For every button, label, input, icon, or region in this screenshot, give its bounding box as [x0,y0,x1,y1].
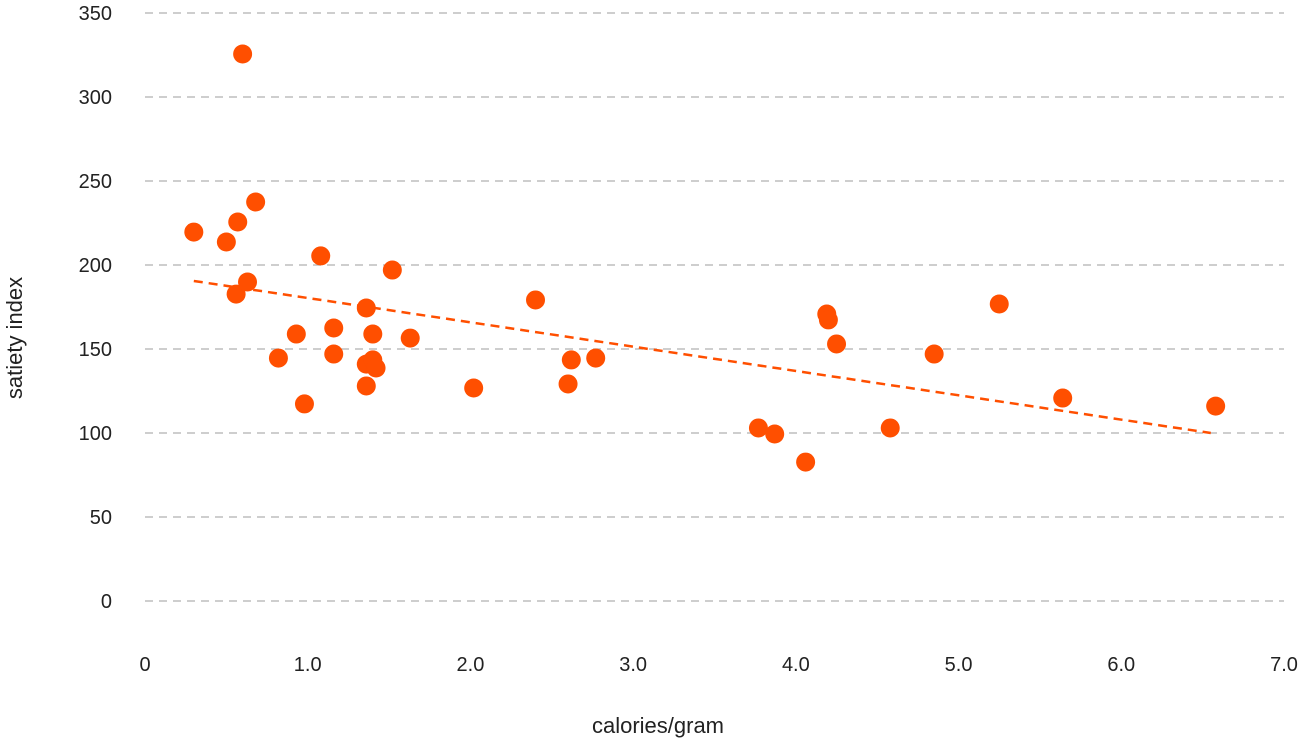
data-point [561,350,581,370]
y-axis-ticks: 0 50 100 150 200 250 300 350 [79,3,112,613]
y-tick-label: 150 [79,339,112,361]
data-point [233,44,253,64]
x-tick-label: 5.0 [945,654,973,676]
x-axis-ticks: 0 1.0 2.0 3.0 4.0 5.0 6.0 7.0 [139,654,1297,676]
x-tick-label: 0 [139,654,150,676]
data-point [748,418,768,438]
data-point [366,358,386,378]
data-point [400,328,420,348]
data-point [924,344,944,364]
data-point [311,246,331,266]
data-point [228,212,248,232]
data-point [226,284,246,304]
data-point [356,376,376,396]
x-tick-label: 6.0 [1107,654,1135,676]
data-point [558,374,578,394]
x-axis-label: calories/gram [592,713,724,738]
y-tick-label: 250 [79,171,112,193]
trendline [193,279,1211,435]
y-tick-label: 350 [79,3,112,25]
data-point [765,424,785,444]
y-tick-label: 200 [79,255,112,277]
x-tick-label: 3.0 [619,654,647,676]
data-point [586,348,606,368]
y-tick-label: 50 [90,507,112,529]
y-axis-label: satiety index [2,277,27,399]
data-point [286,324,306,344]
x-tick-label: 2.0 [457,654,485,676]
data-point [827,334,847,354]
x-tick-label: 4.0 [782,654,810,676]
data-point [294,394,314,414]
data-points [184,44,1226,472]
data-point [268,348,288,368]
data-point [324,344,344,364]
data-point [382,260,402,280]
data-point [1206,396,1226,416]
data-point [363,324,383,344]
data-point [216,232,236,252]
x-tick-label: 1.0 [294,654,322,676]
data-point [356,298,376,318]
data-point [1053,388,1073,408]
y-tick-label: 300 [79,87,112,109]
data-point [184,222,204,242]
data-point [989,294,1009,314]
data-point [818,310,838,330]
data-point [526,290,546,310]
data-point [464,378,484,398]
x-tick-label: 7.0 [1270,654,1298,676]
data-point [880,418,900,438]
y-tick-label: 0 [101,591,112,613]
data-point [324,318,344,338]
y-tick-label: 100 [79,423,112,445]
gridlines [145,12,1284,602]
data-point [796,452,816,472]
data-point [238,272,258,292]
data-point [246,192,266,212]
trendline-group [193,279,1211,435]
